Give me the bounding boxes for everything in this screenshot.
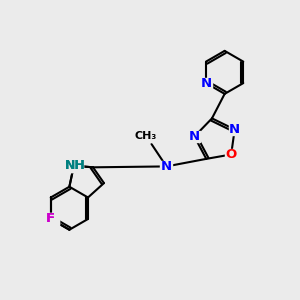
Bar bbox=[138, 130, 154, 142]
Bar bbox=[43, 213, 58, 225]
Text: F: F bbox=[46, 212, 55, 226]
Bar bbox=[225, 149, 237, 160]
Bar bbox=[188, 131, 200, 142]
Bar bbox=[200, 78, 212, 88]
Bar bbox=[229, 124, 241, 135]
Text: CH₃: CH₃ bbox=[135, 131, 157, 141]
Bar bbox=[43, 213, 58, 225]
Text: N: N bbox=[200, 76, 211, 90]
Bar bbox=[64, 160, 83, 172]
Text: F: F bbox=[46, 212, 55, 226]
Text: N: N bbox=[189, 130, 200, 143]
Bar bbox=[160, 161, 172, 172]
Text: NH: NH bbox=[65, 159, 86, 172]
Text: N: N bbox=[161, 160, 172, 173]
Text: O: O bbox=[226, 148, 237, 161]
Bar bbox=[65, 160, 83, 172]
Text: N: N bbox=[229, 123, 240, 136]
Text: NH: NH bbox=[65, 159, 86, 172]
